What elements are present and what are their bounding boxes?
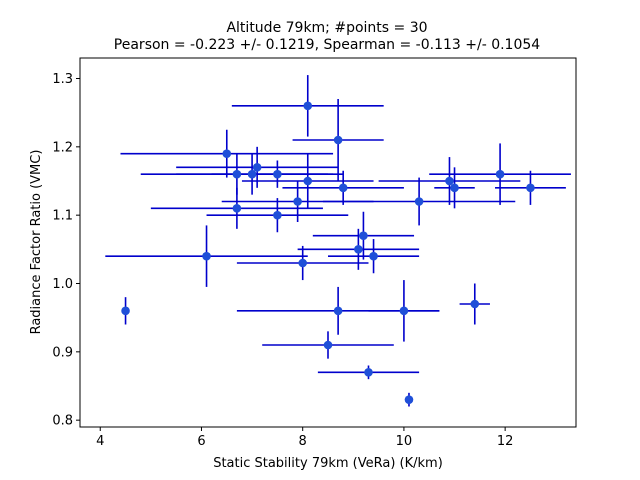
data-point xyxy=(354,245,363,254)
data-point xyxy=(470,299,480,309)
x-tick-label: 6 xyxy=(197,434,205,449)
data-point xyxy=(202,251,211,261)
x-axis-label: Static Stability 79km (VeRa) (K/km) xyxy=(213,456,443,471)
data-point xyxy=(293,197,302,206)
y-tick-label: 1.2 xyxy=(52,140,73,155)
chart-title: Altitude 79km; #points = 30 xyxy=(226,20,427,36)
data-point xyxy=(298,258,307,268)
x-tick-label: 10 xyxy=(396,434,413,449)
data-point xyxy=(364,368,373,377)
data-point xyxy=(303,176,313,186)
data-point xyxy=(273,210,282,220)
data-point xyxy=(273,169,282,179)
data-point xyxy=(232,169,242,179)
data-point xyxy=(359,231,368,240)
data-point xyxy=(323,340,333,350)
y-tick-label: 1.0 xyxy=(52,277,73,292)
data-point xyxy=(333,306,343,316)
chart-subtitle: Pearson = -0.223 +/- 0.1219, Spearman = … xyxy=(114,37,540,53)
data-points xyxy=(121,101,535,404)
y-tick-label: 0.8 xyxy=(52,414,73,429)
data-point xyxy=(121,306,130,316)
data-point xyxy=(303,101,313,111)
y-tick-label: 1.3 xyxy=(52,72,73,87)
data-point xyxy=(404,395,414,404)
y-axis: 0.8 0.9 1.0 1.1 1.2 1.3 xyxy=(52,72,80,429)
data-point xyxy=(526,183,535,193)
x-axis: 4 6 8 10 12 xyxy=(96,427,513,449)
data-point xyxy=(252,163,262,172)
data-point xyxy=(232,204,242,213)
data-point xyxy=(247,169,257,179)
data-point xyxy=(369,251,378,261)
x-tick-label: 12 xyxy=(497,434,514,449)
data-point xyxy=(222,149,232,158)
x-tick-label: 4 xyxy=(96,434,104,449)
x-tick-label: 8 xyxy=(299,434,307,449)
data-point xyxy=(333,135,343,145)
data-point xyxy=(414,197,424,206)
data-point xyxy=(450,183,459,193)
axes-frame xyxy=(79,57,577,428)
data-point xyxy=(399,306,409,316)
y-axis-label: Radiance Factor Ratio (VMC) xyxy=(29,150,44,335)
data-point xyxy=(495,169,505,179)
data-point xyxy=(338,183,348,193)
data-point xyxy=(445,176,454,186)
y-tick-label: 1.1 xyxy=(52,209,73,224)
y-tick-label: 0.9 xyxy=(52,345,73,360)
